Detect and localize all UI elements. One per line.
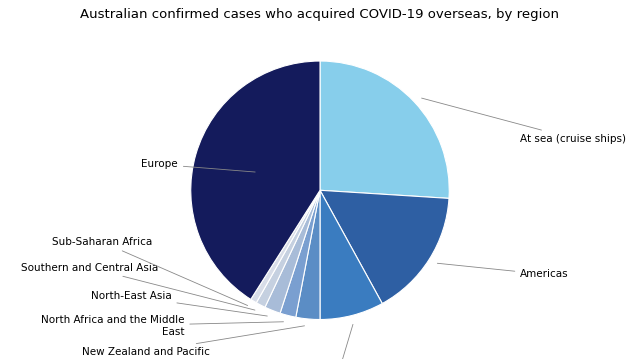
Text: Sub-Saharan Africa: Sub-Saharan Africa [52,237,248,306]
Text: At sea (cruise ships): At sea (cruise ships) [422,98,627,144]
Wedge shape [280,190,320,317]
Text: Americas: Americas [437,263,569,279]
Wedge shape [296,190,320,320]
Text: New Zealand and Pacific: New Zealand and Pacific [83,326,305,357]
Wedge shape [320,190,382,320]
Wedge shape [320,61,449,199]
Text: North Africa and the Middle
East: North Africa and the Middle East [41,315,284,337]
Text: Southern and Central Asia: Southern and Central Asia [21,263,255,310]
Text: North-East Asia: North-East Asia [91,291,268,316]
Title: Australian confirmed cases who acquired COVID-19 overseas, by region: Australian confirmed cases who acquired … [81,8,559,20]
Text: Europe: Europe [141,159,255,172]
Wedge shape [265,190,320,313]
Wedge shape [251,190,320,303]
Wedge shape [191,61,320,299]
Text: South-East Asia: South-East Asia [298,325,380,359]
Wedge shape [256,190,320,307]
Wedge shape [320,190,449,303]
